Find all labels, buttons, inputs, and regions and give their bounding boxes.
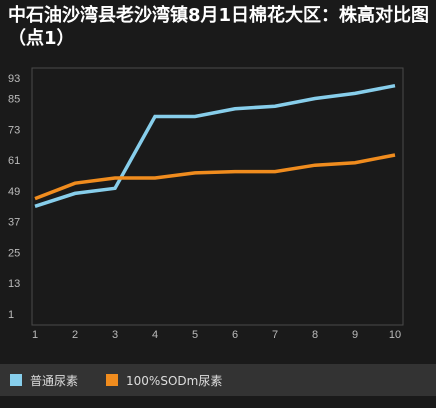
series-line-1 (34, 83, 396, 208)
y-tick-label-1: 1 (8, 309, 14, 321)
tick-labels: 93 85 73 61 49 37 25 13 1 1 2 3 4 5 6 7 8 9 10 (8, 73, 401, 341)
legend-swatch-series-2 (106, 374, 119, 386)
x-tick-label-2: 2 (72, 329, 78, 341)
x-tick-label-3: 3 (112, 329, 118, 341)
legend-item-series-1: 普通尿素 (10, 372, 78, 389)
y-tick-label-13: 13 (8, 278, 20, 290)
x-tick-label-9: 9 (352, 329, 358, 341)
x-tick-label-5: 5 (192, 329, 198, 341)
y-tick-label-93: 93 (8, 73, 20, 85)
line-chart: 93 85 73 61 49 37 25 13 1 1 2 3 4 5 6 7 8 9 10 (8, 67, 404, 341)
x-tick-label-4: 4 (152, 329, 158, 341)
y-tick-label-61: 61 (8, 155, 20, 167)
y-tick-label-85: 85 (8, 94, 20, 106)
legend-label-series-1: 普通尿素 (30, 373, 79, 388)
y-tick-label-37: 37 (8, 217, 20, 229)
axes (31, 67, 404, 326)
x-tick-label-1: 1 (32, 329, 38, 341)
x-tick-label-7: 7 (272, 329, 278, 341)
y-tick-label-73: 73 (8, 124, 20, 136)
x-tick-label-10: 10 (389, 329, 401, 341)
series-line-2 (34, 153, 396, 201)
legend-swatch-series-1 (10, 374, 22, 386)
x-tick-label-8: 8 (312, 329, 318, 341)
legend: 普通尿素 100%SODm尿素 (0, 364, 436, 396)
legend-label-series-2: 100%SODm尿素 (126, 373, 223, 388)
plot-area (31, 67, 404, 326)
series-lines (34, 83, 396, 208)
y-tick-label-25: 25 (8, 247, 20, 259)
legend-item-series-2: 100%SODm尿素 (106, 372, 222, 389)
x-tick-label-6: 6 (232, 329, 238, 341)
chart-title: 中石油沙湾县老沙湾镇8月1日棉花大区：株高对比图（点1） (8, 5, 430, 49)
y-tick-label-49: 49 (8, 186, 20, 198)
